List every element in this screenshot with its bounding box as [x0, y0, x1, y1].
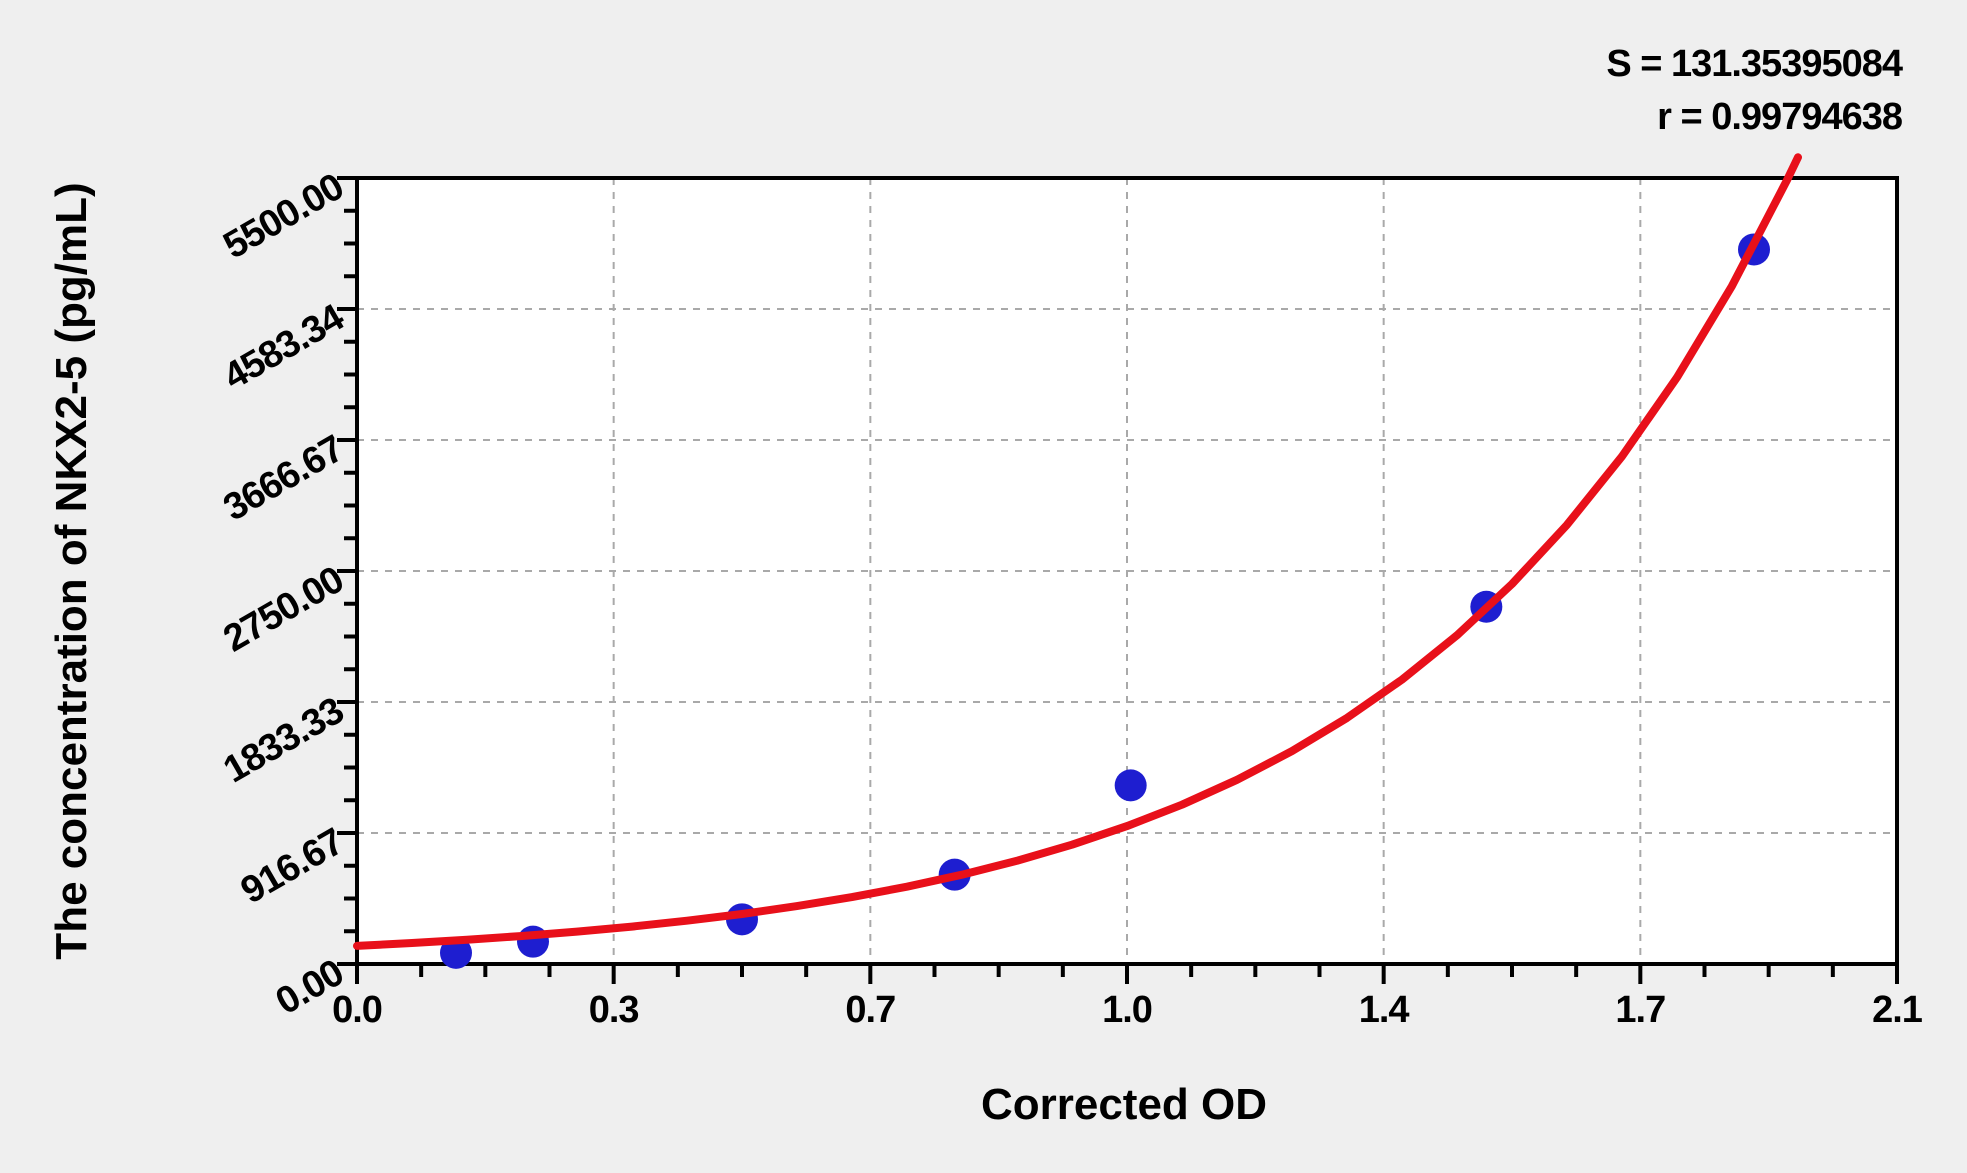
stat-s-value: S = 131.35395084: [1606, 43, 1903, 85]
fit-curve: [353, 153, 1802, 950]
x-tick-label: 0.3: [588, 989, 640, 1031]
plot-border: [355, 176, 1899, 966]
x-tick-label: 1.7: [1615, 989, 1666, 1031]
x-tick-label: 1.4: [1358, 989, 1410, 1031]
x-tick-label: 0.0: [332, 989, 383, 1031]
x-tick-label: 2.1: [1872, 989, 1923, 1031]
x-tick-label: 0.7: [845, 989, 896, 1031]
x-axis-title: Corrected OD: [980, 1080, 1268, 1129]
data-point: [1114, 769, 1147, 802]
stat-r-value: r = 0.99794638: [1657, 96, 1903, 138]
fit-statistics: S = 131.35395084 r = 0.99794638: [1200, 38, 1903, 144]
y-axis-title: The concentration of NKX2-5 (pg/mL): [47, 182, 96, 960]
x-tick-label: 1.0: [1102, 989, 1153, 1031]
